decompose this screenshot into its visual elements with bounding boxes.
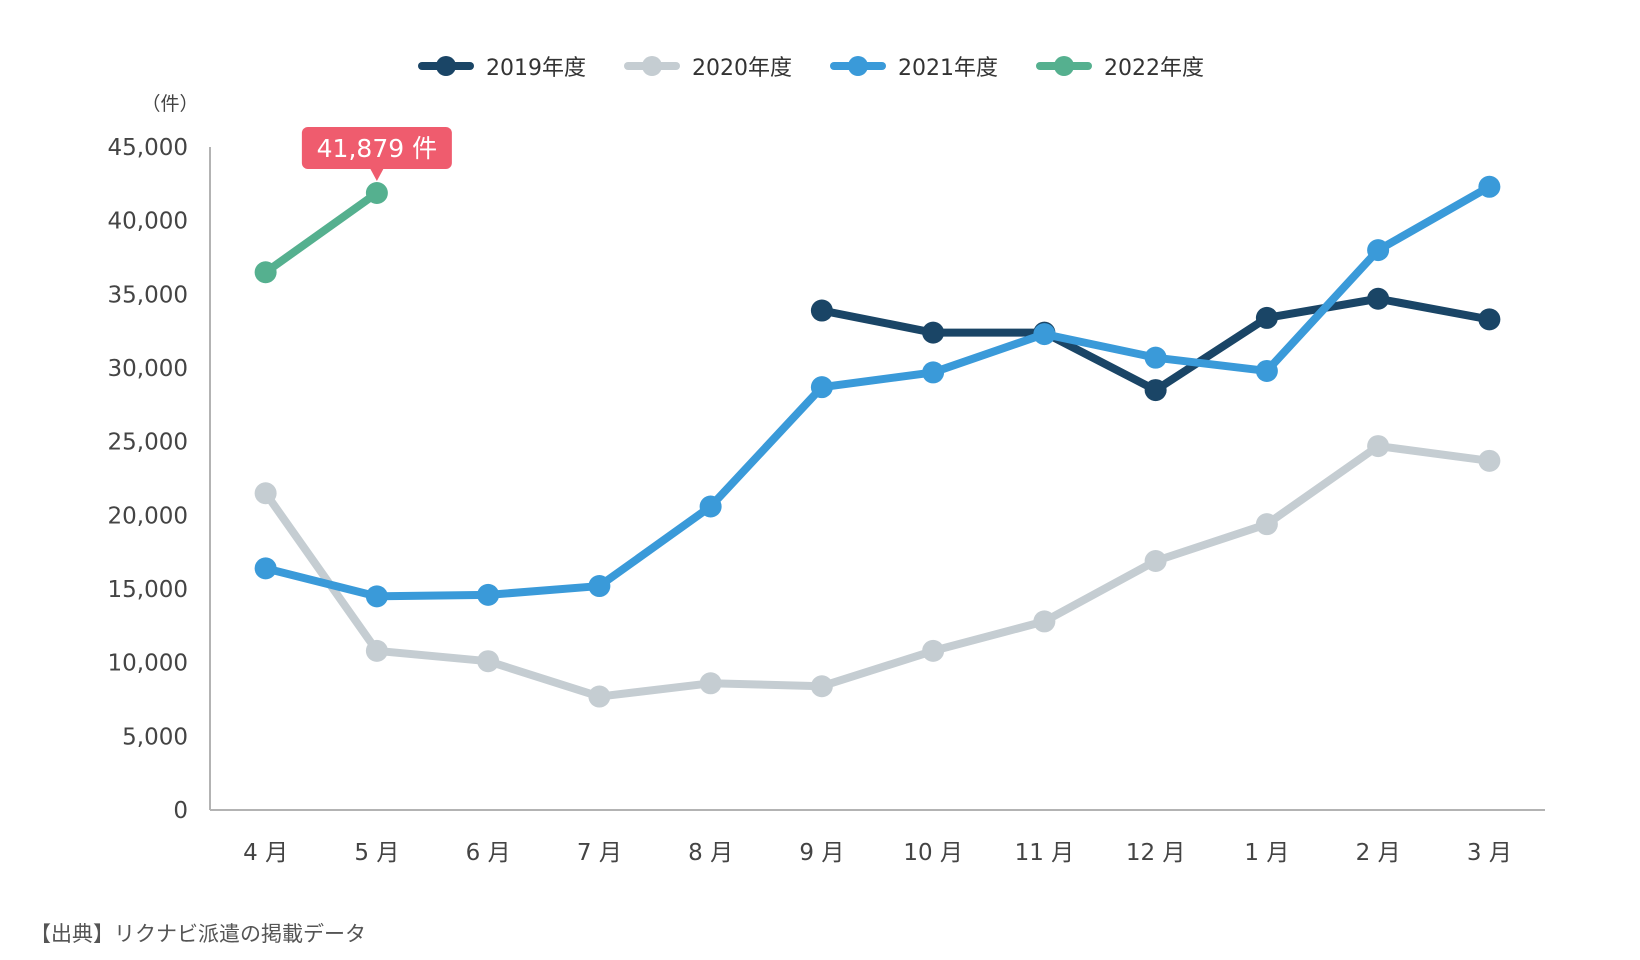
series-2019年度 [810,287,1501,402]
y-tick-label: 30,000 [108,356,188,382]
legend-swatch-2019 [418,56,474,76]
data-point [810,376,833,399]
data-point [1255,306,1278,329]
legend-swatch-2020 [624,56,680,76]
x-tick-label: 4 月 [243,840,288,866]
data-point [365,181,388,204]
data-point [699,672,722,695]
data-point [1033,610,1056,633]
data-point [1144,346,1167,369]
data-point [254,557,277,580]
series-layer [254,175,1501,708]
series-2020年度 [254,435,1501,708]
data-point [922,361,945,384]
data-point [365,639,388,662]
annotation-callout [301,126,452,169]
data-point [588,575,611,598]
source-note: 【出典】リクナビ派遣の掲載データ [30,922,366,946]
data-point [1478,449,1501,472]
chart-axes: 0 5,000 10,000 15,000 20,000 25,000 30,000 35,0… [108,135,1545,866]
chart-legend: 2019年度 2020年度 2021年度 2022年度 [418,50,1204,82]
data-point [365,585,388,608]
data-point [1255,359,1278,382]
y-tick-label: 20,000 [108,503,188,529]
legend-label-2022: 2022年度 [1104,56,1204,81]
data-point [1367,287,1390,310]
x-tick-label: 8 月 [688,840,733,866]
series-2022年度 [254,181,388,284]
x-tick-label: 2 月 [1356,840,1401,866]
y-tick-label: 40,000 [108,209,188,235]
data-point [922,639,945,662]
data-point [810,299,833,322]
legend-item-2019: 2019年度 [418,50,586,82]
y-tick-label: 45,000 [108,135,188,161]
series-line [261,182,1494,601]
legend-item-2021: 2021年度 [830,50,998,82]
legend-swatch-2022 [1036,56,1092,76]
x-tick-label: 1 月 [1244,840,1289,866]
data-point [1144,550,1167,573]
data-point [477,650,500,673]
x-tick-label: 12 月 [1126,840,1186,866]
annotation-label: 41,879 件 [317,134,437,163]
x-tick-label: 6 月 [466,840,511,866]
legend-label-2020: 2020年度 [692,56,792,81]
data-point [1255,513,1278,536]
legend-swatch-2021 [830,56,886,76]
data-point [1033,323,1056,346]
x-tick-label: 7 月 [577,840,622,866]
data-point [1367,435,1390,458]
data-point [922,321,945,344]
data-point [254,261,277,284]
legend-item-2020: 2020年度 [624,50,792,82]
x-tick-label: 5 月 [354,840,399,866]
data-point [810,675,833,698]
data-point [1478,175,1501,198]
x-tick-label: 3 月 [1467,840,1512,866]
annotation-callout-tail [369,167,384,181]
series-line [261,442,1494,701]
legend-item-2022: 2022年度 [1036,50,1204,82]
series-line [261,188,381,277]
y-tick-label: 5,000 [122,724,188,750]
annotation-layer: 41,879 件 [301,126,452,181]
y-tick-label: 0 [173,798,188,824]
series-2021年度 [254,175,1501,608]
data-point [1478,308,1501,331]
data-point [477,583,500,606]
legend-label-2021: 2021年度 [898,56,998,81]
y-tick-label: 15,000 [108,577,188,603]
y-unit-label: （件） [141,93,198,115]
data-point [254,482,277,505]
x-tick-label: 11 月 [1015,840,1075,866]
x-tick-label: 9 月 [799,840,844,866]
data-point [699,495,722,518]
legend-label-2019: 2019年度 [486,56,586,81]
data-point [1367,239,1390,262]
data-point [1144,379,1167,402]
y-tick-label: 25,000 [108,430,188,456]
y-tick-label: 35,000 [108,282,188,308]
data-point [588,685,611,708]
y-tick-label: 10,000 [108,651,188,677]
x-tick-label: 10 月 [903,840,963,866]
